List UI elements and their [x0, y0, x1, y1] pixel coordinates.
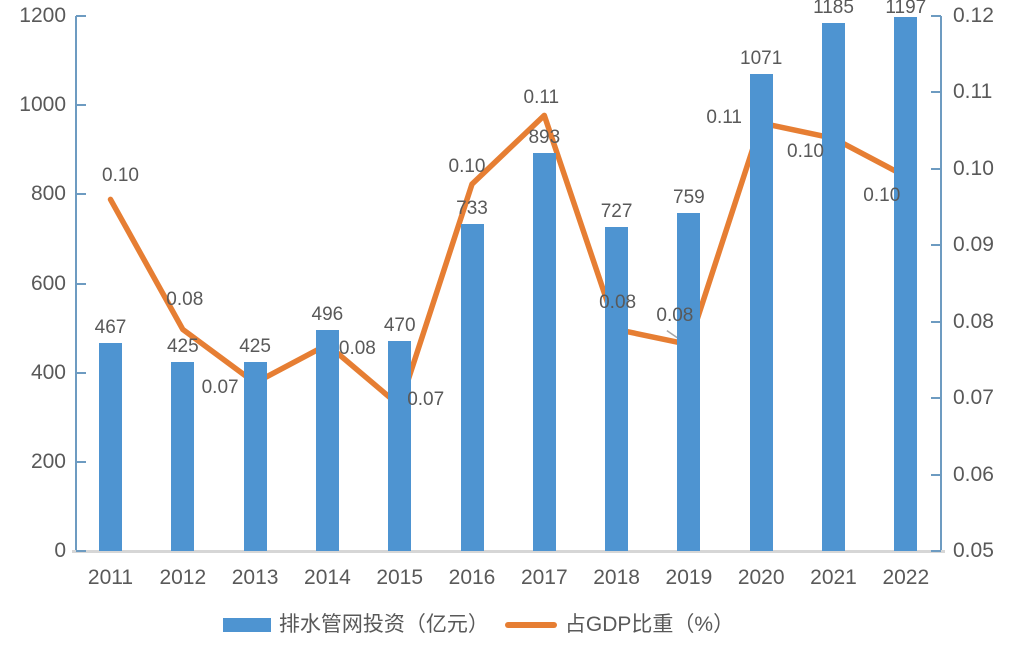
- line-value-label: 0.07: [201, 376, 239, 398]
- right-axis-tick-label: 0.11: [953, 80, 993, 104]
- x-axis-category-label: 2014: [304, 566, 351, 589]
- left-axis-tick-label: 200: [30, 449, 66, 473]
- left-axis-tick-label: 800: [30, 182, 66, 206]
- right-axis-tick-label: 0.05: [953, 539, 994, 562]
- x-axis-category-label: 2019: [665, 566, 713, 589]
- bar-value-label: 425: [166, 335, 199, 357]
- left-axis-tick: [76, 104, 86, 107]
- bar: [532, 152, 556, 551]
- x-axis-category-label: 2012: [159, 566, 207, 589]
- bar-value-label: 1071: [740, 47, 783, 69]
- x-axis-line: [72, 550, 945, 553]
- right-axis-tick: [931, 320, 941, 323]
- bar-value-label: 425: [239, 335, 271, 357]
- line-value-label: 0.08: [338, 337, 376, 359]
- right-axis-tick-label: 0.10: [953, 156, 994, 180]
- bar: [388, 341, 412, 551]
- bar: [460, 224, 484, 551]
- right-axis-tick: [931, 167, 941, 170]
- bar: [894, 17, 918, 551]
- left-axis-tick-label: 1000: [19, 93, 66, 117]
- bar-series-swatch-icon: [222, 618, 271, 632]
- legend-item-investment: 排水管网投资（亿元）: [222, 612, 489, 638]
- line-value-label: 0.10: [102, 165, 139, 187]
- right-axis-tick: [931, 15, 941, 17]
- left-axis-tick: [76, 460, 86, 463]
- right-axis-tick-label: 0.07: [953, 386, 994, 410]
- bar-value-label: 470: [383, 315, 416, 337]
- right-axis-tick-label: 0.09: [953, 233, 994, 257]
- bar-series-label: 排水管网投资（亿元）: [278, 613, 489, 636]
- bar-value-label: 727: [600, 200, 633, 222]
- bar: [315, 329, 339, 551]
- line-value-label: 0.10: [448, 156, 486, 178]
- x-axis-category-label: 2021: [810, 566, 857, 589]
- line-value-label: 0.08: [166, 289, 204, 311]
- left-axis-tick-label: 600: [30, 271, 66, 295]
- line-value-label: 0.10: [787, 141, 824, 163]
- line-value-label: 0.11: [706, 107, 742, 128]
- left-axis-tick: [76, 550, 86, 552]
- bar: [677, 212, 701, 551]
- x-axis-category-label: 2018: [593, 566, 640, 589]
- right-axis-tick-label: 0.08: [953, 309, 994, 333]
- bar-value-label: 496: [311, 303, 344, 325]
- bar: [171, 361, 195, 551]
- left-axis-tick-label: 400: [30, 360, 66, 384]
- legend: 排水管网投资（亿元） 占GDP比重（%）: [0, 612, 1023, 638]
- right-axis-tick: [931, 91, 941, 94]
- left-axis-tick: [76, 282, 86, 285]
- line-value-label: 0.08: [599, 292, 637, 314]
- line-value-label: 0.08: [656, 304, 694, 326]
- bar: [822, 22, 845, 551]
- right-axis-tick: [931, 244, 941, 247]
- x-axis-category-label: 2013: [231, 566, 279, 589]
- left-axis-tick: [76, 193, 86, 196]
- left-axis-tick-label: 1200: [19, 4, 66, 27]
- x-axis-category-label: 2020: [737, 566, 785, 589]
- right-axis-tick-label: 0.12: [953, 4, 994, 27]
- x-axis-category-label: 2015: [376, 566, 424, 589]
- gdp-share-polyline: [107, 112, 909, 409]
- bar: [605, 226, 629, 551]
- bar: [99, 342, 122, 551]
- x-axis-category-label: 2016: [448, 566, 496, 589]
- left-axis-tick: [76, 371, 86, 374]
- bar: [243, 361, 267, 551]
- x-axis-category-label: 2017: [520, 566, 568, 589]
- right-axis-tick-label: 0.06: [953, 462, 994, 486]
- right-axis-tick: [931, 550, 941, 552]
- line-value-label: 0.07: [407, 388, 445, 410]
- right-axis-tick: [931, 397, 941, 400]
- left-axis-tick: [76, 15, 86, 17]
- right-axis-line: [940, 16, 942, 551]
- bar-value-label: 1185: [813, 0, 854, 18]
- line-value-label: 0.11: [523, 87, 560, 109]
- x-axis-category-label: 2011: [87, 566, 134, 589]
- right-axis-tick: [931, 473, 941, 476]
- bar-value-label: 1197: [885, 0, 927, 18]
- bar-value-label: 759: [673, 186, 705, 208]
- line-series-label: 占GDP比重（%）: [564, 613, 735, 636]
- x-axis-category-label: 2022: [882, 566, 930, 589]
- bar-value-label: 733: [456, 198, 488, 220]
- bar: [749, 73, 773, 551]
- line-value-label: 0.10: [863, 184, 901, 206]
- bar-value-label: 893: [528, 126, 561, 148]
- legend-item-gdp-share: 占GDP比重（%）: [504, 612, 735, 638]
- bar-value-label: 467: [94, 316, 127, 338]
- line-series-swatch-icon: [504, 622, 557, 628]
- left-axis-tick-label: 0: [54, 539, 66, 562]
